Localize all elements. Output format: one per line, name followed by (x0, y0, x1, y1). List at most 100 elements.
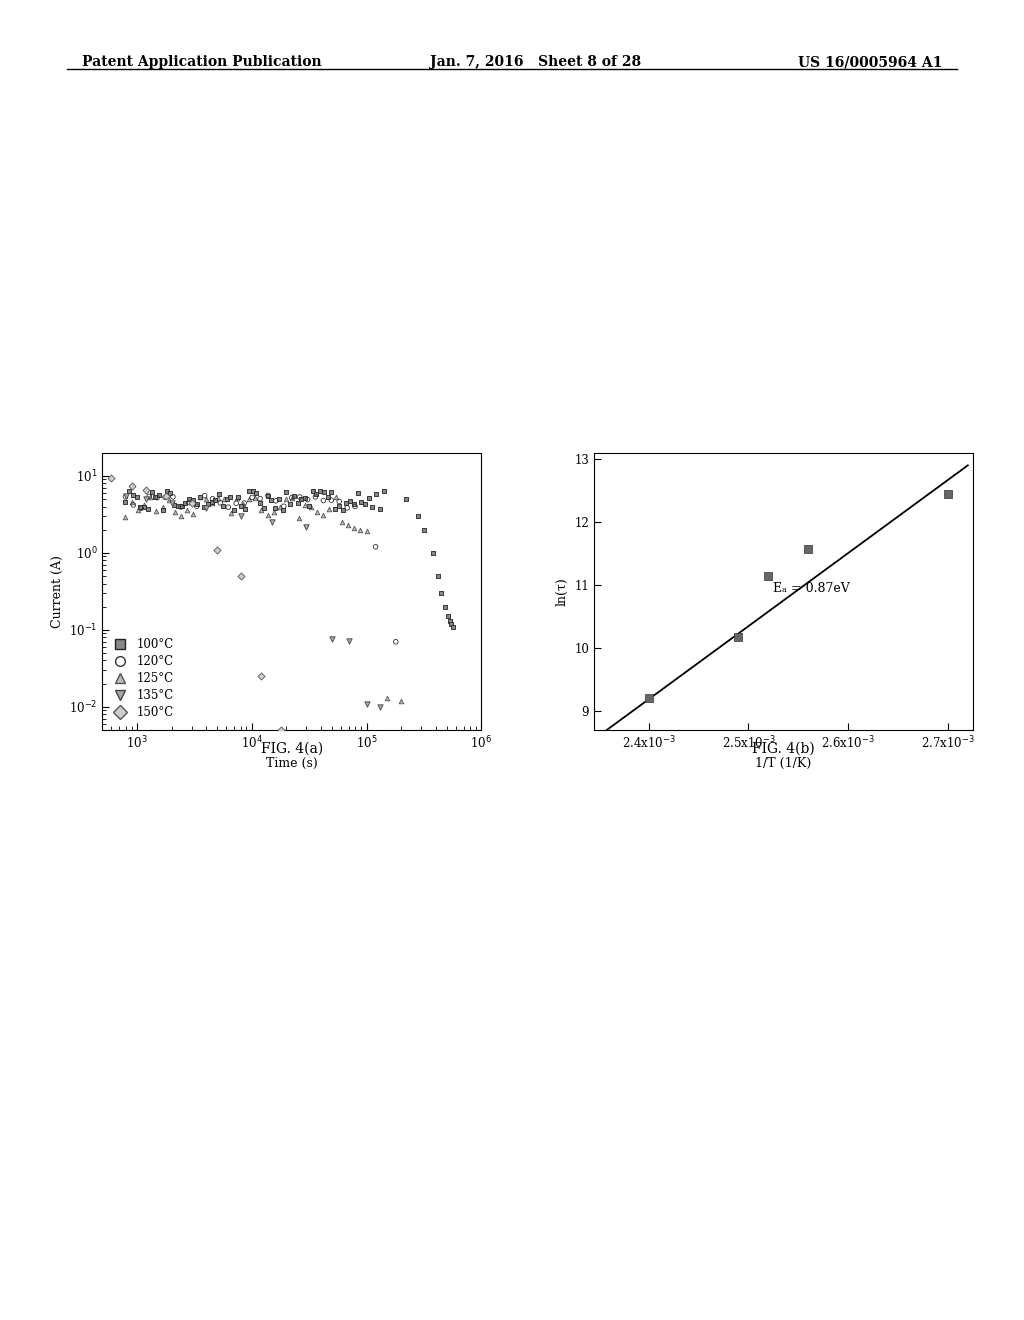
Point (303, 496, 319, 517)
Point (365, 496, 381, 517)
Point (331, 491, 347, 512)
Point (125, 484, 141, 506)
Point (308, 483, 325, 504)
Point (338, 492, 354, 513)
Text: Jan. 7, 2016   Sheet 8 of 28: Jan. 7, 2016 Sheet 8 of 28 (430, 55, 641, 70)
Point (252, 488, 268, 510)
Point (155, 500, 171, 521)
Point (177, 492, 194, 513)
Point (260, 484, 276, 506)
Point (198, 498, 214, 519)
Point (292, 487, 308, 508)
Point (322, 499, 338, 520)
Point (204, 491, 220, 512)
Point (641, 688, 657, 709)
Point (124, 475, 140, 496)
Point (236, 492, 252, 513)
Point (205, 488, 221, 510)
Point (319, 487, 336, 508)
Point (198, 488, 214, 510)
Point (342, 491, 358, 512)
Point (170, 495, 186, 516)
Point (130, 499, 146, 520)
Point (180, 492, 197, 513)
Point (307, 486, 324, 507)
Point (247, 487, 263, 508)
Point (340, 515, 356, 536)
Point (163, 492, 179, 513)
Legend: 100°C, 120°C, 125°C, 135°C, 150°C: 100°C, 120°C, 125°C, 135°C, 150°C (109, 634, 178, 725)
Point (166, 495, 182, 516)
Point (376, 480, 392, 502)
Point (157, 487, 173, 508)
Text: Patent Application Publication: Patent Application Publication (82, 55, 322, 70)
Point (358, 693, 375, 714)
Point (241, 488, 257, 510)
Point (284, 487, 300, 508)
Point (274, 499, 291, 520)
Point (173, 496, 189, 517)
Point (290, 492, 306, 513)
Point (155, 496, 171, 517)
Point (388, 631, 404, 652)
Point (324, 480, 340, 502)
Point (200, 492, 216, 513)
Point (118, 491, 134, 512)
Point (298, 516, 314, 537)
Point (118, 486, 134, 507)
Point (760, 565, 776, 586)
Point (315, 490, 332, 511)
Point (252, 492, 268, 513)
Point (297, 487, 313, 508)
Point (436, 597, 453, 618)
Point (188, 496, 205, 517)
Point (222, 503, 239, 524)
Point (212, 492, 228, 513)
Point (263, 490, 280, 511)
Point (136, 495, 153, 516)
Point (368, 483, 384, 504)
Point (312, 480, 329, 502)
Point (232, 506, 249, 527)
Point (215, 495, 231, 516)
Point (125, 495, 141, 516)
Point (188, 492, 205, 513)
Point (197, 486, 213, 507)
Point (345, 494, 361, 515)
Point (439, 606, 456, 627)
Point (289, 727, 305, 748)
Point (259, 504, 275, 525)
Point (271, 496, 288, 517)
Point (327, 498, 343, 519)
Point (234, 494, 251, 515)
Point (118, 486, 134, 507)
Point (299, 488, 315, 510)
Point (204, 492, 220, 513)
Point (315, 504, 332, 525)
Point (441, 611, 458, 632)
Point (264, 512, 281, 533)
Point (346, 517, 362, 539)
Point (259, 484, 275, 506)
Point (800, 539, 816, 560)
Point (284, 487, 300, 508)
Point (430, 565, 446, 586)
Point (184, 490, 201, 511)
Point (349, 483, 366, 504)
Point (265, 502, 282, 523)
Text: Eₐ = 0.87eV: Eₐ = 0.87eV (773, 582, 850, 595)
Point (352, 519, 369, 540)
Point (248, 483, 264, 504)
Point (226, 499, 243, 520)
Point (339, 498, 355, 519)
Point (142, 487, 159, 508)
Point (335, 499, 351, 520)
Point (425, 543, 441, 564)
Point (218, 488, 234, 510)
Point (347, 496, 364, 517)
Point (331, 495, 347, 516)
Point (244, 487, 260, 508)
Point (196, 496, 212, 517)
Point (216, 488, 232, 510)
Point (730, 626, 746, 647)
